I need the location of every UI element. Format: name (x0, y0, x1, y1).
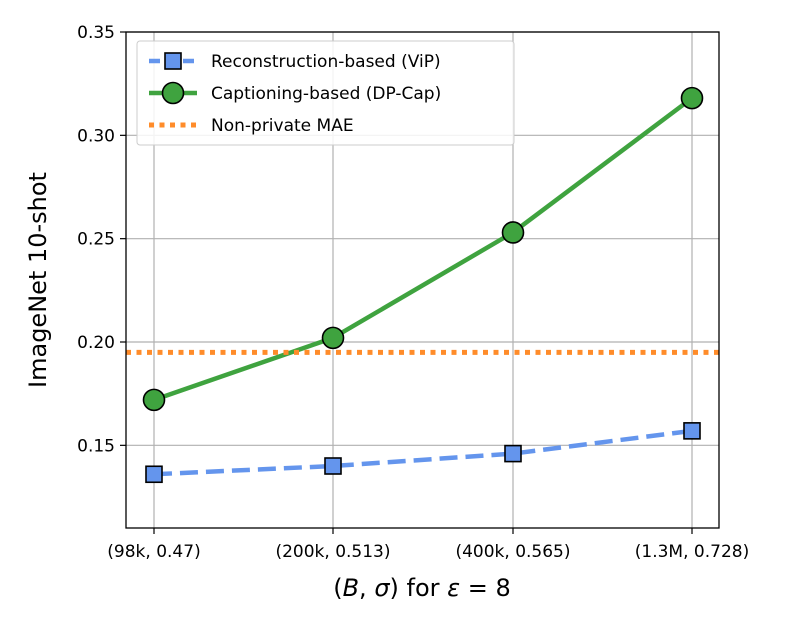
legend-box (136, 40, 515, 146)
legend-swatch-vip-marker (164, 52, 182, 70)
plot-frame (125, 31, 720, 529)
vip-point (683, 422, 701, 440)
x-label-part: = 8 (460, 574, 511, 602)
x-label-part: ) for (390, 574, 448, 602)
vip-point (504, 444, 522, 463)
legend-swatch-dp-cap-marker (161, 81, 185, 105)
vip-line (153, 428, 693, 477)
vip-point (324, 457, 342, 475)
x-tick-label: (200k, 0.513) (275, 542, 390, 562)
legend: Reconstruction-based (ViP) Captioning-bas… (136, 40, 515, 146)
dp-cap-point (142, 388, 166, 412)
x-label-part: , (359, 574, 374, 602)
dp-cap-point (501, 221, 525, 244)
legend-label: Captioning-based (DP-Cap) (211, 84, 441, 104)
x-label-part: B (343, 574, 359, 602)
x-label-part: σ (374, 574, 390, 602)
y-tick-label: 0.20 (77, 333, 115, 353)
y-tick-label: 0.25 (77, 230, 115, 250)
x-label-part: ( (333, 574, 342, 602)
dp-cap-point (321, 326, 345, 350)
x-label-part: ε (447, 574, 460, 602)
ticks: (98k, 0.47) (200k, 0.513) (400k, 0.565) (1.… (77, 23, 749, 562)
series-layer (126, 86, 719, 484)
y-tick-label: 0.30 (77, 126, 115, 146)
x-tick-label: (400k, 0.565) (455, 542, 570, 562)
dp-cap-point (680, 86, 704, 110)
legend-label: Non-private MAE (211, 116, 354, 136)
y-tick-label: 0.35 (77, 23, 115, 43)
x-tick-label: (1.3M, 0.728) (635, 542, 749, 562)
x-axis-label: (B, σ) for ε = 8 (333, 574, 511, 602)
dp-cap-line (153, 96, 694, 402)
vip-point (145, 465, 163, 484)
x-tick-label: (98k, 0.47) (107, 542, 200, 562)
legend-label: Reconstruction-based (ViP) (211, 52, 441, 72)
y-axis-label: ImageNet 10-shot (24, 172, 52, 388)
y-tick-label: 0.15 (77, 436, 115, 456)
